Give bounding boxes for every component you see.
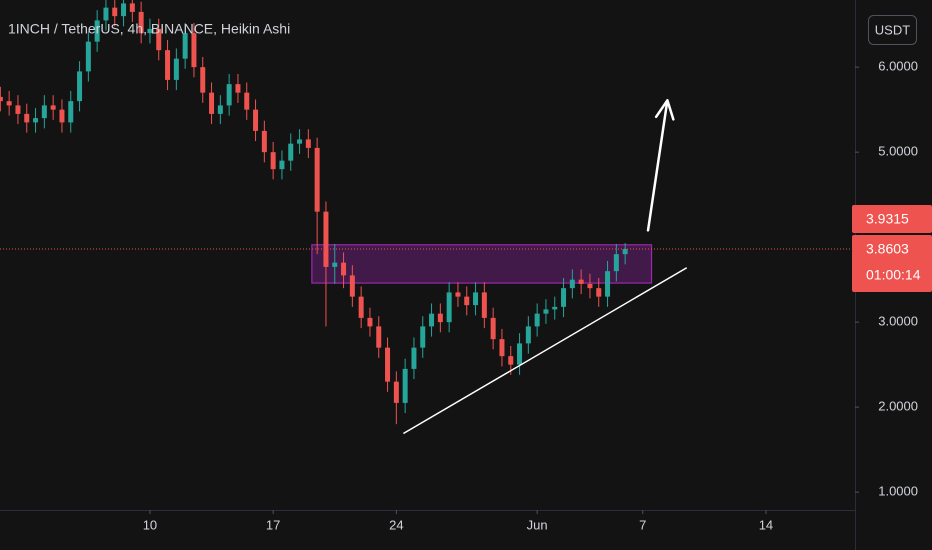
candle-body	[165, 50, 171, 80]
candle-body	[129, 3, 135, 12]
candle-body	[429, 313, 435, 327]
y-tick-label: 3.0000	[878, 314, 918, 329]
candle-body	[613, 254, 619, 272]
candle-body	[437, 313, 443, 323]
candle-body	[200, 67, 206, 93]
candle-body	[68, 101, 74, 123]
last-price-label: 3.8603	[866, 241, 909, 257]
candle-body	[235, 84, 241, 93]
candle-body	[103, 7, 109, 21]
candle-body	[517, 343, 523, 365]
candle-body	[77, 71, 83, 102]
last-price-box	[852, 235, 932, 293]
candle-body	[261, 130, 267, 153]
candle-body	[305, 139, 311, 148]
candle-body	[50, 105, 56, 110]
candle-body	[420, 326, 426, 348]
candle-body	[561, 288, 567, 307]
candle-body	[552, 306, 558, 310]
candle-body	[59, 109, 65, 123]
candle-body	[24, 113, 30, 123]
candle-body	[402, 368, 408, 403]
candle-body	[411, 347, 417, 369]
candle-body	[41, 105, 47, 119]
candle-body	[534, 313, 540, 327]
candle-body	[226, 84, 232, 106]
candle-body	[341, 262, 347, 276]
candle-body	[15, 105, 21, 114]
candle-body	[297, 139, 303, 144]
y-tick-label: 1.0000	[878, 484, 918, 499]
candle-body	[587, 283, 593, 289]
y-tick-label: 2.0000	[878, 399, 918, 414]
candle-body	[147, 28, 153, 34]
candle-body	[209, 92, 215, 114]
zone	[311, 244, 653, 284]
candle-body	[94, 20, 100, 42]
x-tick-label: 24	[389, 517, 403, 532]
candle-body	[543, 309, 549, 314]
candle-body	[244, 92, 250, 110]
high-price-box	[852, 205, 932, 234]
plot	[0, 0, 688, 435]
candle-body	[6, 101, 12, 106]
arrow	[646, 99, 675, 232]
x-tick-label: 14	[759, 517, 773, 532]
candle-body	[279, 160, 285, 170]
candle-body	[376, 326, 382, 348]
candle-body	[332, 262, 338, 267]
candle-body	[349, 275, 355, 297]
candle-body	[525, 326, 531, 344]
candle-body	[385, 347, 391, 382]
candle-body	[578, 279, 584, 284]
candle-body	[288, 143, 294, 161]
candle-body	[191, 33, 197, 68]
candle-body	[481, 292, 487, 318]
candle-body	[508, 356, 514, 365]
candle-body	[596, 288, 602, 297]
candle-body	[121, 3, 127, 17]
candle-body	[367, 317, 373, 327]
candle-body	[156, 28, 162, 51]
chart-title: 1INCH / TetherUS, 4h, BINANCE, Heikin As…	[8, 21, 290, 37]
candle-body	[314, 147, 320, 212]
candle-body	[446, 292, 452, 323]
candle-body	[473, 292, 479, 306]
candle-body	[569, 279, 575, 289]
candle-body	[499, 339, 505, 357]
candle-body	[358, 296, 364, 318]
candle-body	[490, 317, 496, 340]
candle-body	[182, 33, 188, 59]
y-tick-label: 6.0000	[878, 59, 918, 74]
x-tick-label: 10	[143, 517, 157, 532]
candle-body	[605, 271, 611, 297]
candle-body	[33, 118, 39, 123]
candle-body	[217, 105, 223, 114]
currency-button[interactable]	[868, 15, 917, 45]
x-tick-label: Jun	[527, 517, 548, 532]
trendline	[403, 267, 688, 435]
countdown-label: 01:00:14	[866, 267, 921, 283]
candle-body	[270, 152, 276, 170]
candle-body	[0, 96, 3, 102]
candle-body	[173, 58, 179, 80]
candle-body	[622, 249, 628, 255]
candle-body	[393, 381, 399, 403]
x-tick-label: 7	[639, 517, 646, 532]
high-price-label: 3.9315	[866, 211, 909, 227]
candle-body	[112, 7, 118, 17]
candle-body	[85, 41, 91, 72]
currency-label[interactable]: USDT	[875, 22, 910, 37]
x-tick-label: 17	[266, 517, 280, 532]
y-tick-label: 5.0000	[878, 144, 918, 159]
candle-body	[464, 296, 470, 306]
candle-body	[455, 292, 461, 297]
candle-body	[253, 109, 259, 131]
candle-body	[323, 211, 329, 267]
candle-body	[138, 11, 144, 34]
